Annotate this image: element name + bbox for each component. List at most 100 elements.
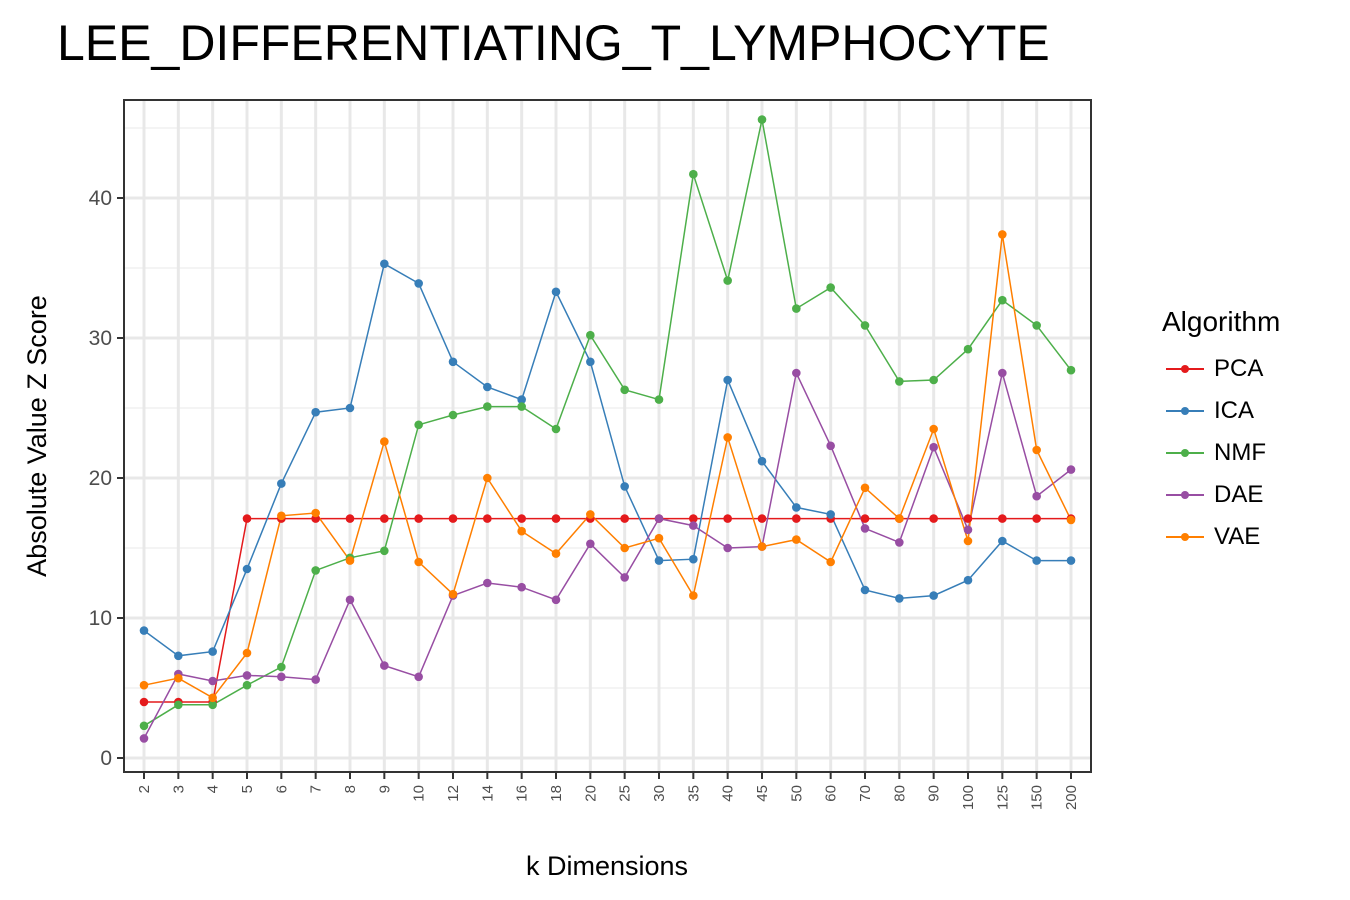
data-point-pca xyxy=(757,514,767,523)
legend-label: ICA xyxy=(1214,397,1255,424)
data-point-nmf xyxy=(586,330,595,340)
major-gridlines xyxy=(124,100,1091,772)
data-point-nmf xyxy=(380,546,389,556)
chart-title: LEE_DIFFERENTIATING_T_LYMPHOCYTE xyxy=(57,15,1050,71)
data-point-nmf xyxy=(277,662,286,672)
x-tick-label: 20 xyxy=(582,785,599,802)
data-point-ica xyxy=(654,556,664,565)
legend-label: VAE xyxy=(1214,523,1261,550)
x-tick-label: 90 xyxy=(926,785,943,802)
data-point-pca xyxy=(551,514,561,523)
data-point-dae xyxy=(139,734,149,743)
data-point-nmf xyxy=(517,402,526,411)
data-point-dae xyxy=(1066,465,1076,474)
data-point-dae xyxy=(277,672,286,682)
data-point-ica xyxy=(586,357,595,367)
x-tick-label: 10 xyxy=(411,785,428,802)
data-point-ica xyxy=(414,279,423,288)
legend-label: NMF xyxy=(1214,439,1266,466)
data-point-nmf xyxy=(620,385,629,395)
y-tick-label: 0 xyxy=(100,747,112,770)
legend-items: PCA ICA NMF DAE VAE xyxy=(1162,348,1280,558)
data-point-ica xyxy=(483,382,492,392)
legend: Algorithm PCA ICA NMF DAE VAE xyxy=(1162,306,1280,558)
data-point-nmf xyxy=(654,395,664,404)
data-point-dae xyxy=(345,595,355,605)
data-point-ica xyxy=(620,482,629,491)
x-tick-label: 45 xyxy=(754,785,771,802)
data-point-dae xyxy=(586,539,595,549)
data-point-ica xyxy=(1032,556,1041,565)
x-tick-label: 7 xyxy=(308,785,325,793)
data-point-dae xyxy=(826,441,835,451)
data-point-nmf xyxy=(689,169,698,179)
data-point-vae xyxy=(311,508,320,518)
data-point-ica xyxy=(757,456,767,466)
legend-label: PCA xyxy=(1214,355,1264,382)
data-point-vae xyxy=(654,533,664,543)
data-point-vae xyxy=(380,437,389,446)
x-tick-label: 14 xyxy=(479,785,496,802)
data-point-dae xyxy=(380,661,389,670)
data-point-dae xyxy=(895,538,904,547)
x-tick-label: 150 xyxy=(1029,785,1046,810)
legend-item-nmf: NMF xyxy=(1162,432,1280,474)
series-line-dae xyxy=(143,370,1072,739)
data-point-vae xyxy=(1032,445,1041,455)
data-point-vae xyxy=(345,556,355,565)
data-point-vae xyxy=(689,591,698,600)
x-tick-label: 5 xyxy=(239,785,256,793)
x-tick-label: 80 xyxy=(891,785,908,802)
data-point-nmf xyxy=(826,283,835,292)
data-point-pca xyxy=(689,514,698,523)
data-point-vae xyxy=(757,542,767,551)
data-point-vae xyxy=(620,543,629,553)
x-tick-label: 30 xyxy=(651,785,668,802)
x-tick-label: 200 xyxy=(1063,785,1080,810)
data-point-ica xyxy=(929,591,938,600)
x-axis-title: k Dimensions xyxy=(526,851,688,881)
series-layer xyxy=(139,115,1076,743)
y-tick-label: 40 xyxy=(89,187,112,210)
data-point-ica xyxy=(277,479,286,488)
data-point-vae xyxy=(1066,515,1076,525)
data-point-ica xyxy=(380,259,389,269)
legend-key-ica xyxy=(1162,401,1208,421)
x-tick-label: 60 xyxy=(823,785,840,802)
data-point-vae xyxy=(586,510,595,519)
data-point-nmf xyxy=(1032,321,1041,330)
x-tick-label: 50 xyxy=(788,785,805,802)
legend-key-vae xyxy=(1162,527,1208,547)
series-line-nmf xyxy=(143,119,1072,727)
data-point-nmf xyxy=(792,304,801,313)
data-point-pca xyxy=(483,514,492,523)
data-point-pca xyxy=(998,514,1007,523)
legend-key-nmf xyxy=(1162,443,1208,463)
data-point-pca xyxy=(792,514,801,523)
data-point-dae xyxy=(483,578,492,588)
data-point-nmf xyxy=(483,402,492,411)
data-point-vae xyxy=(414,557,423,567)
data-point-ica xyxy=(860,585,870,595)
data-point-pca xyxy=(517,514,526,523)
data-point-ica xyxy=(174,651,183,661)
x-tick-label: 3 xyxy=(170,785,187,793)
legend-item-pca: PCA xyxy=(1162,348,1280,390)
data-point-nmf xyxy=(414,420,423,430)
data-point-dae xyxy=(723,543,732,553)
data-point-pca xyxy=(1032,514,1041,523)
data-point-nmf xyxy=(1066,365,1076,375)
data-point-ica xyxy=(723,375,732,385)
x-tick-label: 35 xyxy=(685,785,702,802)
legend-title: Algorithm xyxy=(1162,306,1281,337)
data-point-ica xyxy=(792,503,801,512)
x-tick-label: 9 xyxy=(376,785,393,793)
x-tick-label: 6 xyxy=(273,785,290,793)
data-point-dae xyxy=(517,582,526,592)
data-point-dae xyxy=(311,675,320,684)
data-point-dae xyxy=(242,671,252,680)
data-point-pca xyxy=(345,514,355,523)
y-tick-label: 10 xyxy=(89,607,112,630)
data-point-vae xyxy=(448,589,458,599)
